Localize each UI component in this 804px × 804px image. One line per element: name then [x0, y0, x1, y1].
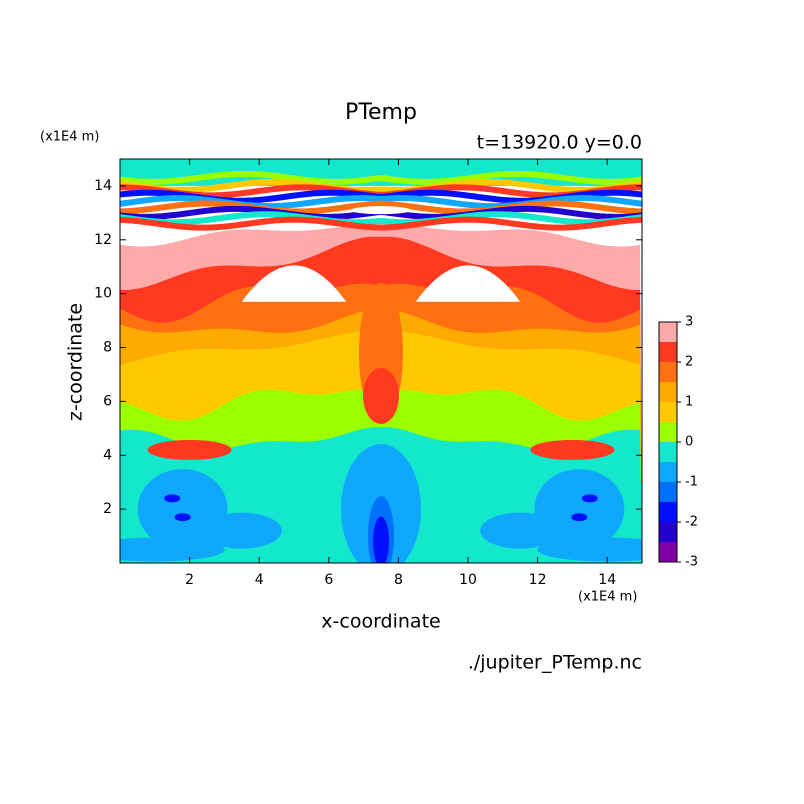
- x-tick-label: 4: [255, 572, 264, 588]
- contour-blob: [363, 368, 399, 425]
- contour-blob: [174, 513, 191, 522]
- x-unit: (x1E4 m): [578, 590, 637, 605]
- contour-blob: [241, 265, 347, 302]
- colorbar-tick-label: 3: [685, 315, 693, 330]
- contour-blob: [480, 512, 561, 549]
- contour-blob: [201, 512, 282, 549]
- colorbar-bin: [659, 402, 677, 422]
- y-tick-label: 4: [103, 447, 112, 463]
- contour-stripe: [120, 170, 642, 185]
- contour-blob: [537, 537, 642, 562]
- colorbar-bin: [659, 522, 677, 542]
- colorbar-tick-label: 0: [685, 435, 693, 450]
- x-tick-label: 6: [324, 572, 333, 588]
- colorbar-bin: [659, 382, 677, 402]
- contour-blob: [571, 513, 588, 522]
- colorbar-bin: [659, 462, 677, 482]
- colorbar-tick-label: 2: [685, 355, 693, 370]
- colorbar-bin: [659, 422, 677, 442]
- y-unit: (x1E4 m): [40, 130, 99, 145]
- y-tick-label: 14: [94, 178, 112, 194]
- x-tick-label: 2: [185, 572, 194, 588]
- colorbar-bin: [659, 502, 677, 522]
- contour-field: [120, 159, 642, 563]
- colorbar-bin: [659, 322, 677, 342]
- contour-stripe: [120, 211, 642, 226]
- x-tick-label: 14: [598, 572, 616, 588]
- x-tick-label: 12: [529, 572, 547, 588]
- contour-blob: [530, 439, 615, 460]
- contour-stripe: [120, 200, 642, 215]
- contour-blob: [120, 537, 225, 562]
- chart-subtitle: t=13920.0 y=0.0: [477, 132, 642, 154]
- contour-band: [120, 159, 642, 186]
- x-tick-label: 8: [394, 572, 403, 588]
- colorbar-bin: [659, 342, 677, 362]
- y-tick-label: 10: [94, 286, 112, 302]
- contour-blob: [581, 494, 598, 503]
- footer: ./jupiter_PTemp.nc: [468, 652, 642, 674]
- contour-blob: [147, 439, 232, 460]
- y-tick-label: 6: [103, 393, 112, 409]
- contour-stripe: [120, 178, 642, 193]
- y-tick-label: 2: [103, 501, 112, 517]
- chart-title: PTemp: [345, 100, 417, 125]
- colorbar-bin: [659, 442, 677, 462]
- colorbar-bin: [659, 542, 677, 562]
- y-tick-label: 8: [103, 340, 112, 356]
- y-tick-label: 12: [94, 232, 112, 248]
- contour-blob: [164, 494, 181, 503]
- x-tick-label: 10: [459, 572, 477, 588]
- x-axis-label: x-coordinate: [321, 611, 440, 633]
- colorbar-tick-label: -1: [685, 475, 698, 490]
- contour-blob: [373, 516, 389, 563]
- contour-blob: [351, 206, 411, 215]
- colorbar-tick-label: 1: [685, 395, 693, 410]
- contour-stripe: [120, 195, 642, 210]
- colorbar-bin: [659, 362, 677, 382]
- colorbar-tick-label: -3: [685, 555, 698, 570]
- plot-frame: [119, 158, 643, 564]
- y-axis-label: z-coordinate: [65, 303, 87, 421]
- colorbar-bin: [659, 482, 677, 502]
- contour-stripe: [120, 216, 642, 231]
- colorbar-tick-label: -2: [685, 515, 698, 530]
- contour-blob: [415, 265, 521, 302]
